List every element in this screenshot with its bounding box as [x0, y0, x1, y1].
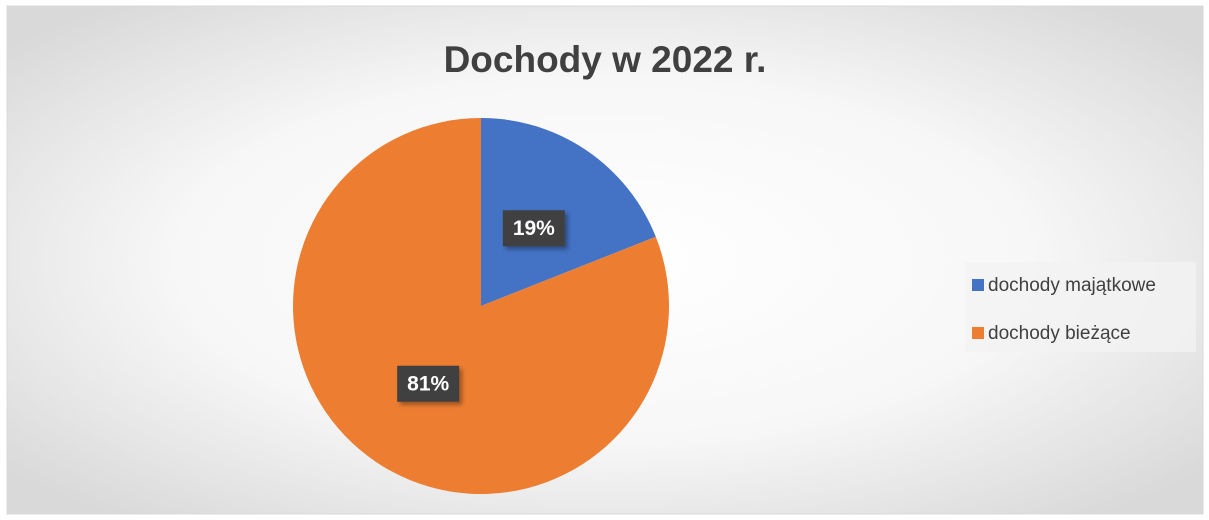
- data-label: 81%: [407, 372, 449, 395]
- pie-slice: [292, 118, 669, 494]
- legend-label: dochody majątkowe: [988, 275, 1156, 296]
- legend-label: dochody bieżące: [988, 323, 1131, 344]
- data-label-box: [502, 210, 565, 247]
- legend-swatch: [972, 327, 984, 339]
- data-label: 19%: [513, 217, 555, 240]
- chart-title: Dochody w 2022 r.: [444, 39, 767, 80]
- legend-swatch: [972, 279, 984, 291]
- pie-slice: [481, 118, 656, 306]
- data-label-box: [397, 365, 460, 402]
- legend-box: [965, 262, 1196, 352]
